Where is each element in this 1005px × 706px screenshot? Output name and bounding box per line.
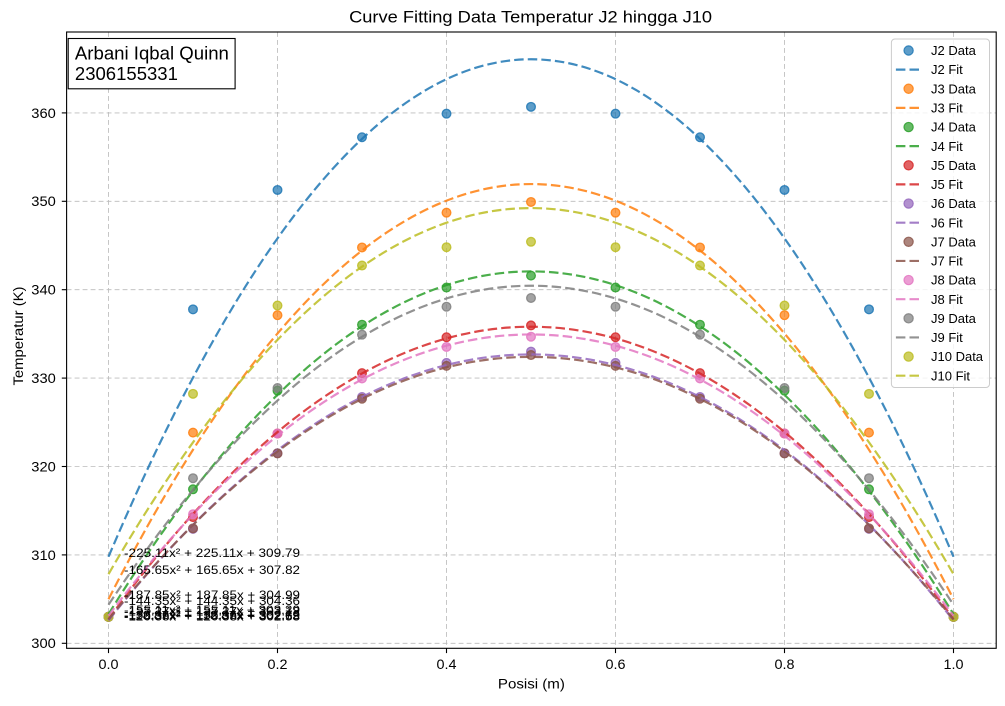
svg-text:Curve Fitting Data Temperatur: Curve Fitting Data Temperatur J2 hingga … bbox=[349, 8, 712, 27]
svg-text:2306155331: 2306155331 bbox=[75, 64, 178, 84]
svg-text:-225.11x² + 225.11x + 309.79: -225.11x² + 225.11x + 309.79 bbox=[124, 546, 300, 560]
svg-text:320: 320 bbox=[31, 459, 56, 474]
svg-text:J7 Data: J7 Data bbox=[931, 234, 977, 249]
svg-text:J6 Fit: J6 Fit bbox=[931, 215, 963, 230]
svg-text:J4 Data: J4 Data bbox=[931, 120, 977, 135]
svg-text:J9 Data: J9 Data bbox=[931, 311, 977, 326]
svg-text:0.8: 0.8 bbox=[775, 657, 795, 672]
svg-text:350: 350 bbox=[31, 194, 56, 209]
svg-text:J7 Fit: J7 Fit bbox=[931, 254, 963, 269]
svg-text:0.2: 0.2 bbox=[268, 657, 288, 672]
svg-text:J10 Data: J10 Data bbox=[931, 349, 984, 364]
svg-text:-165.65x² + 165.65x + 307.82: -165.65x² + 165.65x + 307.82 bbox=[124, 563, 300, 577]
svg-text:330: 330 bbox=[31, 371, 56, 386]
svg-text:360: 360 bbox=[31, 106, 56, 121]
svg-text:-127.27x² + 127.27x + 303.12: -127.27x² + 127.27x + 303.12 bbox=[124, 605, 300, 619]
svg-text:1.0: 1.0 bbox=[944, 657, 964, 672]
svg-text:310: 310 bbox=[31, 548, 56, 563]
svg-text:-120.38x² + 120.38x + 302.58: -120.38x² + 120.38x + 302.58 bbox=[124, 609, 300, 623]
svg-text:J8 Data: J8 Data bbox=[931, 273, 977, 288]
svg-text:0.4: 0.4 bbox=[437, 657, 458, 672]
svg-text:-187.85x² + 187.85x + 304.99: -187.85x² + 187.85x + 304.99 bbox=[124, 588, 300, 602]
svg-text:300: 300 bbox=[31, 636, 56, 651]
svg-text:0.0: 0.0 bbox=[99, 657, 119, 672]
svg-text:Posisi (m): Posisi (m) bbox=[498, 677, 565, 692]
svg-text:J5 Fit: J5 Fit bbox=[931, 177, 963, 192]
svg-text:J10 Fit: J10 Fit bbox=[931, 368, 970, 383]
svg-text:Temperatur (K): Temperatur (K) bbox=[11, 287, 26, 386]
svg-text:J4 Fit: J4 Fit bbox=[931, 139, 963, 154]
svg-text:J3 Fit: J3 Fit bbox=[931, 100, 963, 115]
svg-text:J8 Fit: J8 Fit bbox=[931, 292, 963, 307]
svg-text:-155.11x² + 155.11x + 303.29: -155.11x² + 155.11x + 303.29 bbox=[124, 603, 300, 617]
svg-text:J2 Data: J2 Data bbox=[931, 43, 977, 58]
svg-text:J2 Fit: J2 Fit bbox=[931, 62, 963, 77]
svg-text:J6 Data: J6 Data bbox=[931, 196, 977, 211]
svg-text:J3 Data: J3 Data bbox=[931, 81, 977, 96]
svg-text:-118.87x² + 118.87x + 302.69: -118.87x² + 118.87x + 302.69 bbox=[124, 609, 300, 623]
svg-text:J9 Fit: J9 Fit bbox=[931, 330, 963, 345]
svg-text:Arbani Iqbal Quinn: Arbani Iqbal Quinn bbox=[75, 43, 229, 63]
svg-text:-144.35x² + 144.35x + 304.36: -144.35x² + 144.35x + 304.36 bbox=[124, 594, 300, 608]
svg-text:J5 Data: J5 Data bbox=[931, 158, 977, 173]
svg-text:340: 340 bbox=[31, 283, 56, 298]
svg-text:0.6: 0.6 bbox=[606, 657, 626, 672]
svg-text:-132.36x² + 132.36x + 302.72: -132.36x² + 132.36x + 302.72 bbox=[124, 608, 300, 622]
